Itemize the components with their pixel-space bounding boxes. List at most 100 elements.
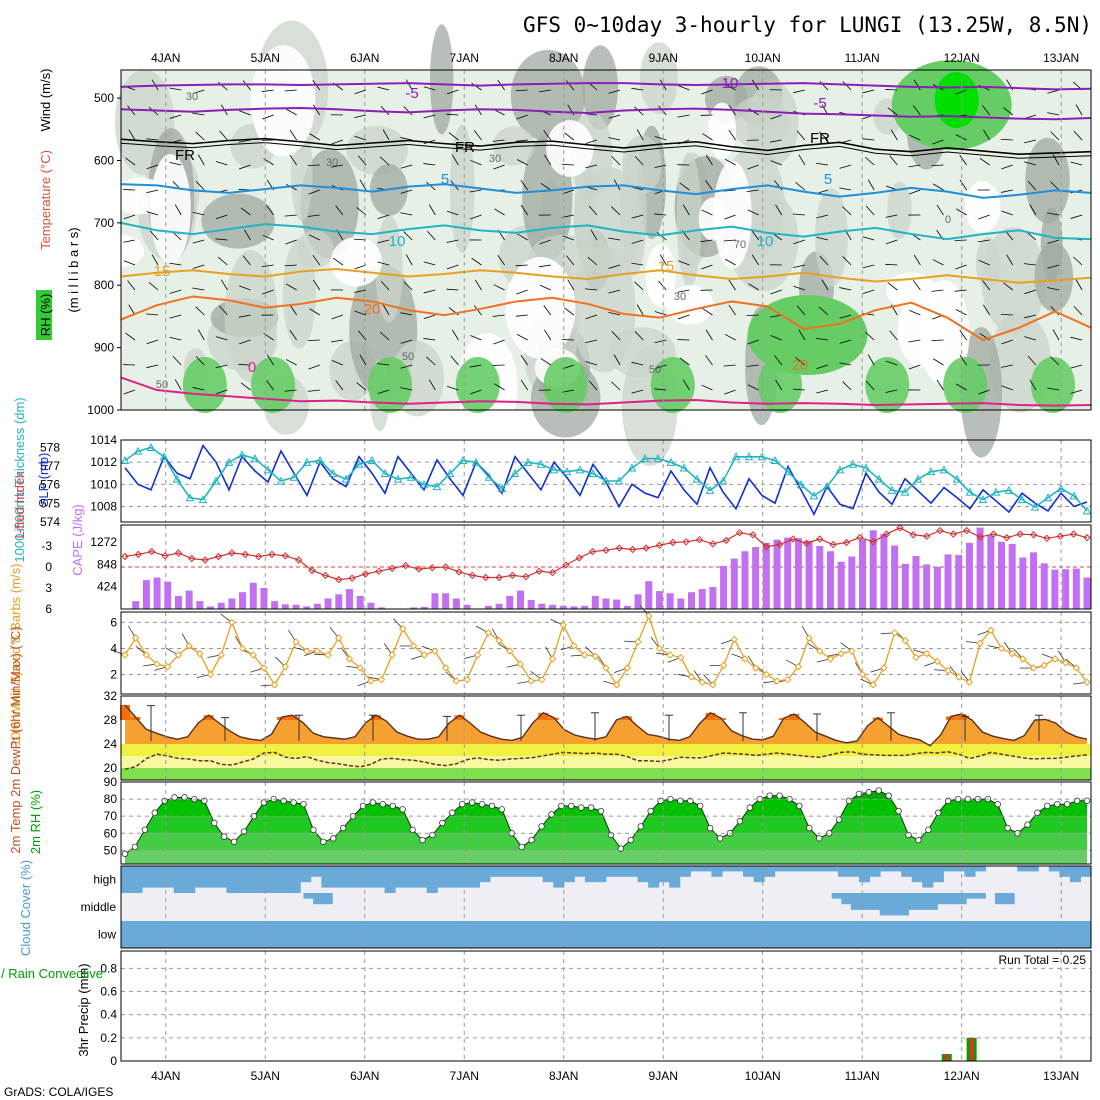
wind-barb [451, 154, 459, 166]
wind-point [206, 670, 215, 679]
wind-barb [423, 338, 436, 341]
wind-barb [146, 138, 159, 141]
wind-barb [839, 187, 852, 191]
wind-barb [818, 306, 829, 316]
wind-barb [215, 214, 228, 220]
cloud-bar [662, 921, 673, 948]
cloud-bar [611, 921, 622, 948]
wind-barb [516, 289, 528, 295]
cape-bar [1008, 543, 1016, 609]
y-tick-label: 20 [104, 761, 118, 775]
wind-barb [308, 364, 320, 370]
wind-barb [377, 239, 390, 244]
cloud-bar [669, 866, 681, 888]
wind-point [816, 647, 824, 655]
li-point [535, 567, 543, 575]
cloud-bar [1050, 921, 1061, 948]
cape-bar [891, 545, 899, 609]
wind-barb [585, 288, 598, 291]
wind-barb [423, 86, 436, 91]
day-label-top: 13JAN [1043, 51, 1079, 65]
wind-barb [215, 336, 228, 341]
cloud-bar [529, 921, 541, 948]
data-point [822, 482, 832, 491]
day-label-top: 10JAN [745, 51, 781, 65]
cape-bar [688, 592, 696, 609]
rh-point [300, 801, 307, 808]
cloud-bar [182, 921, 193, 948]
temp-peak [276, 717, 287, 720]
rh-point [151, 809, 158, 816]
data-point [523, 457, 533, 466]
cloud-bar [908, 893, 919, 910]
wind-barb [936, 204, 944, 216]
wind-barb [1006, 254, 1014, 266]
cloud-bar [163, 866, 175, 888]
wind-barb [423, 114, 436, 119]
wind-barb [867, 179, 875, 191]
data-point [887, 485, 897, 494]
cloud-bar [859, 866, 871, 883]
rh-shading [1025, 137, 1070, 224]
cape-bar [933, 567, 941, 609]
wind-barb [770, 160, 782, 166]
cloud-bar [966, 893, 977, 899]
li-point [401, 561, 410, 570]
cloud-bar [437, 921, 449, 948]
wind-point [474, 651, 482, 659]
axis-label: SLP (mb) [36, 453, 51, 508]
wind-barb [146, 313, 159, 316]
wind-barb [515, 139, 528, 142]
rh-contour-label: 30 [489, 153, 501, 165]
wind-point [377, 675, 386, 684]
wind-barb [608, 89, 621, 94]
rh-point [855, 790, 863, 798]
wind-barb [1075, 104, 1083, 116]
cloud-bar [479, 866, 491, 883]
wind-barb [405, 254, 413, 266]
rh-point [706, 824, 714, 832]
cloud-bar [247, 866, 259, 893]
wind-point [292, 638, 300, 646]
day-label-bottom: 8JAN [549, 1069, 578, 1083]
cape-bar [292, 604, 300, 609]
cloud-bar [922, 866, 934, 888]
wind-point [762, 670, 771, 679]
li-point [228, 549, 236, 557]
wind-barb [149, 230, 159, 241]
rh-moist-column [650, 357, 695, 413]
y-tick-label: 32 [104, 689, 118, 703]
li-point [388, 564, 396, 573]
rh-point [330, 835, 337, 842]
wind-barb [611, 206, 621, 216]
freezing-level [120, 142, 1092, 159]
wind-barb [400, 312, 413, 316]
rh-point [865, 789, 873, 796]
temperature-contour [120, 295, 1092, 342]
cloud-bar [511, 866, 523, 877]
rh-contour-label: 30 [326, 157, 338, 169]
wind-barb [1003, 107, 1014, 116]
wind-barb [289, 304, 298, 316]
cloud-bar [406, 921, 418, 948]
rh-shading [492, 126, 535, 166]
cloud-bar [396, 921, 408, 948]
wind-barb [243, 229, 251, 241]
cloud-bar [841, 893, 852, 905]
rh-point [766, 792, 773, 799]
rh-dry-pocket [330, 237, 383, 287]
rh-shading [224, 249, 278, 383]
cloud-bar [641, 921, 653, 948]
wind-point [1029, 664, 1038, 672]
wind-barb [309, 133, 321, 141]
temperature-contour [120, 221, 1092, 241]
wind-barb [634, 281, 644, 291]
rh-contour-label: 50 [649, 364, 661, 376]
cloud-bar [831, 893, 842, 899]
cloud-bar [856, 921, 867, 948]
wind-point [420, 651, 428, 659]
wind-point [324, 651, 332, 659]
cape-bar [324, 598, 332, 609]
cloud-frame [120, 865, 1092, 949]
temp-area [125, 705, 1087, 746]
